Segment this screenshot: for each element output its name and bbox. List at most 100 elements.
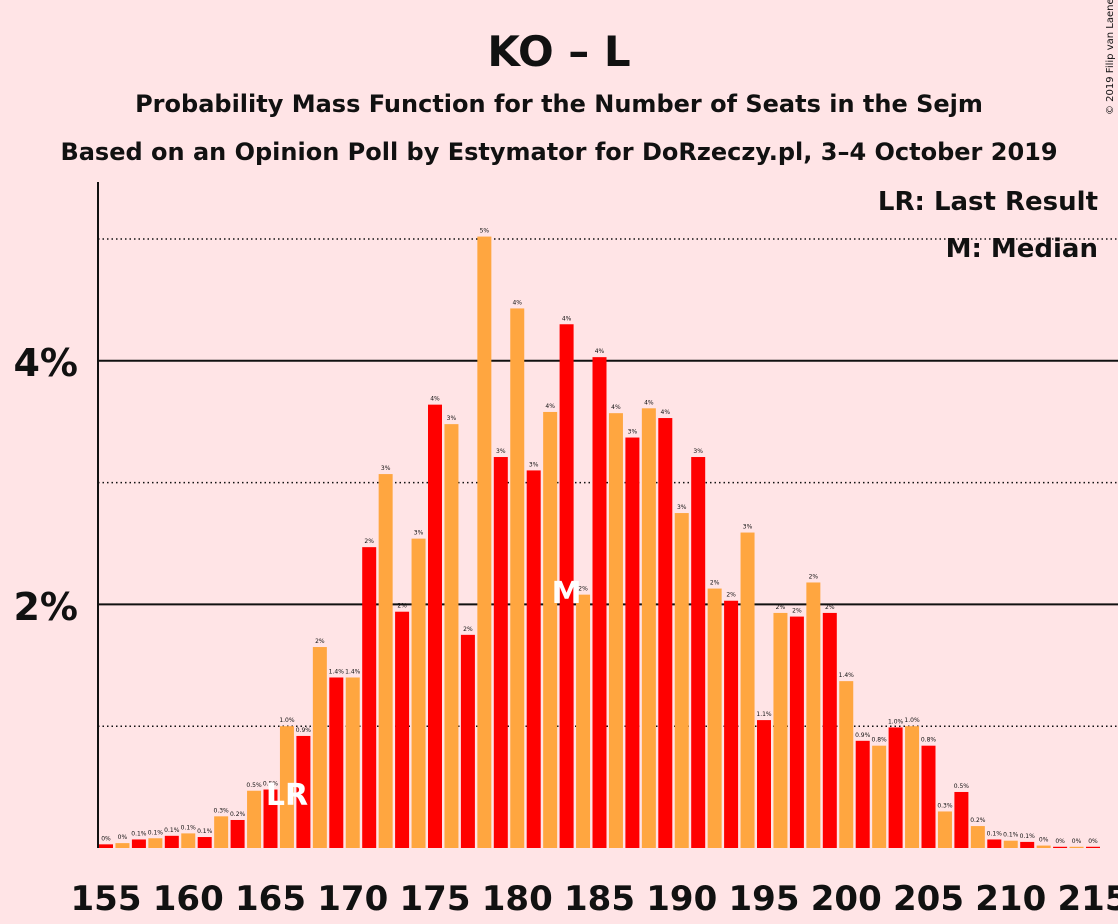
bar xyxy=(1020,841,1035,848)
data-label: 0.1% xyxy=(131,830,147,837)
data-label: 0.2% xyxy=(970,817,986,824)
last-result-marker: LR xyxy=(266,778,308,813)
data-label: 4% xyxy=(562,315,572,322)
data-label: 0.9% xyxy=(296,727,312,734)
data-label: 1.0% xyxy=(279,717,295,724)
bar xyxy=(444,424,459,848)
bar xyxy=(279,726,294,848)
data-label: 0.1% xyxy=(197,828,213,835)
bar xyxy=(674,513,689,848)
bar xyxy=(773,612,788,848)
data-label: 2% xyxy=(463,626,473,633)
x-tick-labels: 155 160 165 170 175 180 185 190 195 200 205 210 215 xyxy=(71,879,1118,919)
data-label: 1.1% xyxy=(756,711,772,718)
bar xyxy=(559,324,574,848)
bar xyxy=(543,411,558,848)
x-tick-label: 180 xyxy=(482,879,553,919)
bar xyxy=(296,735,311,848)
data-label: 0.5% xyxy=(246,782,262,789)
data-label: 4% xyxy=(661,409,671,416)
x-tick-label: 215 xyxy=(1058,879,1118,919)
data-label: 3% xyxy=(529,461,539,468)
data-label: 0.1% xyxy=(1020,833,1036,840)
data-label: 2% xyxy=(792,608,802,615)
data-label: 4% xyxy=(430,396,440,403)
x-tick-label: 175 xyxy=(400,879,471,919)
data-label: 0% xyxy=(1055,838,1065,845)
bar xyxy=(724,600,739,848)
data-label: 0.1% xyxy=(181,824,197,831)
x-tick-label: 185 xyxy=(564,879,635,919)
bar xyxy=(131,839,146,848)
data-label: 0.2% xyxy=(230,811,246,818)
bar xyxy=(493,457,508,848)
bar xyxy=(872,745,887,848)
bar xyxy=(477,236,492,849)
bar xyxy=(789,616,804,848)
x-tick-label: 160 xyxy=(153,879,224,919)
data-label: 0.1% xyxy=(987,830,1003,837)
data-label: 1.4% xyxy=(345,668,361,675)
bar xyxy=(510,308,525,848)
data-label: 2% xyxy=(315,638,325,645)
bar xyxy=(1036,845,1051,848)
data-label: 3% xyxy=(381,465,391,472)
bar xyxy=(428,404,442,848)
legend-median: M: Median xyxy=(946,234,1098,264)
data-label: 0% xyxy=(118,834,128,841)
bars xyxy=(99,236,1100,849)
data-label: 1.4% xyxy=(839,672,855,679)
data-label: 0.8% xyxy=(921,737,937,744)
bar xyxy=(592,357,607,848)
data-label: 0% xyxy=(101,835,111,842)
data-labels: 0% 0%0.1% 0.1% 0.1% 0.1%0.1%0.3%0.2%0.5% 0.5%… xyxy=(101,228,1098,845)
x-tick-label: 195 xyxy=(729,879,800,919)
bar xyxy=(576,594,591,848)
data-label: 0.1% xyxy=(1003,832,1019,839)
bar xyxy=(1053,846,1068,848)
data-label: 0.5% xyxy=(954,783,970,790)
bar xyxy=(641,408,656,848)
bar xyxy=(987,839,1002,848)
data-label: 5% xyxy=(480,228,490,235)
data-label: 1.0% xyxy=(888,718,904,725)
data-label: 3% xyxy=(496,448,506,455)
data-label: 3% xyxy=(628,429,638,436)
data-label: 3% xyxy=(743,524,753,531)
data-label: 1.0% xyxy=(904,717,920,724)
data-label: 2% xyxy=(364,538,374,545)
data-label: 2% xyxy=(825,604,835,611)
bar xyxy=(839,681,854,848)
data-label: 0.3% xyxy=(937,802,953,809)
data-label: 2% xyxy=(710,580,720,587)
bar xyxy=(707,588,722,848)
data-label: 2% xyxy=(397,603,407,610)
x-tick-label: 165 xyxy=(235,879,306,919)
bar xyxy=(1069,846,1084,848)
data-label: 0% xyxy=(1088,838,1098,845)
bar xyxy=(214,816,229,848)
bar xyxy=(855,740,870,848)
data-label: 1.4% xyxy=(329,668,345,675)
x-tick-label: 190 xyxy=(646,879,717,919)
bar xyxy=(921,745,936,848)
data-label: 4% xyxy=(545,403,555,410)
data-label: 0% xyxy=(1039,837,1049,844)
bar xyxy=(1086,846,1100,848)
bar xyxy=(1003,840,1018,848)
bar xyxy=(329,677,344,848)
bar xyxy=(115,843,130,848)
data-label: 0.8% xyxy=(872,737,888,744)
bar xyxy=(263,789,278,848)
bar xyxy=(164,835,179,848)
x-tick-label: 200 xyxy=(811,879,882,919)
x-tick-label: 170 xyxy=(317,879,388,919)
bar xyxy=(822,612,837,848)
bar xyxy=(345,677,360,848)
data-label: 3% xyxy=(447,415,457,422)
bar xyxy=(526,470,541,848)
markers: LR M xyxy=(266,576,582,813)
bar xyxy=(608,413,623,848)
y-tick-label: 2% xyxy=(13,585,78,629)
